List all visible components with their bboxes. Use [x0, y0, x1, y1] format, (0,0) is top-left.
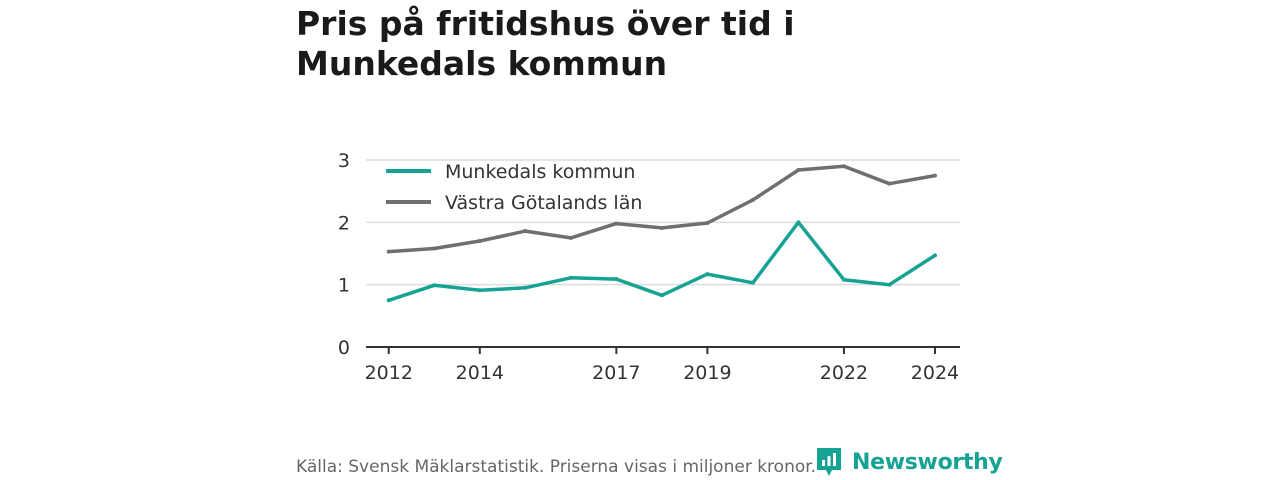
data-point	[568, 235, 573, 240]
data-point	[614, 277, 619, 282]
data-point	[887, 181, 892, 186]
data-point	[386, 249, 391, 254]
x-axis-ticks: 2012 2014 2017 2019 2022 2024	[365, 347, 959, 384]
data-point	[568, 275, 573, 280]
x-tick-label: 2012	[365, 362, 413, 384]
legend-label: Västra Götalands län	[445, 192, 642, 214]
data-point	[705, 220, 710, 225]
data-point	[796, 167, 801, 172]
data-point	[659, 293, 664, 298]
data-point	[523, 229, 528, 234]
series-lines	[386, 164, 937, 303]
legend: Munkedals kommun Västra Götalands län	[386, 161, 642, 214]
x-tick-label: 2017	[592, 362, 640, 384]
data-point	[432, 283, 437, 288]
newsworthy-logo-icon	[817, 448, 841, 476]
legend-label: Munkedals kommun	[445, 161, 635, 183]
data-point	[705, 272, 710, 277]
x-tick-label: 2014	[456, 362, 504, 384]
y-tick-label: 1	[338, 275, 350, 297]
y-tick-label: 0	[338, 337, 350, 359]
data-point	[932, 253, 937, 258]
chart-title: Pris på fritidshus över tid i Munkedals …	[296, 4, 795, 83]
data-point	[386, 298, 391, 303]
data-point	[932, 173, 937, 178]
data-point	[796, 220, 801, 225]
brand-name: Newsworthy	[852, 449, 1003, 475]
grid-lines	[366, 159, 960, 286]
x-tick-label: 2022	[820, 362, 868, 384]
data-point	[750, 197, 755, 202]
y-tick-label: 3	[338, 150, 350, 172]
data-point	[477, 288, 482, 293]
data-point	[659, 225, 664, 230]
newsworthy-logo[interactable]: Newsworthy	[815, 446, 1003, 478]
data-point	[432, 246, 437, 251]
data-point	[841, 164, 846, 169]
x-tick-label: 2024	[911, 362, 959, 384]
data-point	[887, 282, 892, 287]
series-line-munkedals-kommun	[387, 220, 937, 303]
data-point	[841, 277, 846, 282]
line-chart: 0 1 2 3 2012 2014 2017 2019 2022 2024 Munkedals …	[338, 150, 960, 384]
source-note: Källa: Svensk Mäklarstatistik. Priserna …	[296, 457, 817, 477]
data-point	[477, 239, 482, 244]
data-point	[750, 280, 755, 285]
y-tick-label: 2	[338, 212, 350, 234]
y-axis-ticks: 0 1 2 3	[338, 150, 350, 359]
data-point	[614, 221, 619, 226]
data-point	[523, 285, 528, 290]
x-tick-label: 2019	[683, 362, 731, 384]
